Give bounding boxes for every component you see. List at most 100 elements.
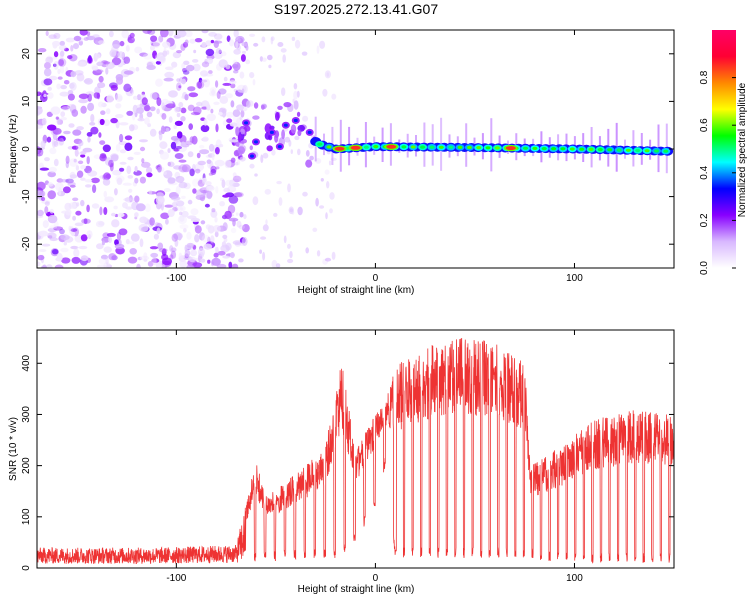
noise-blob [182, 68, 188, 73]
noise-blob [249, 72, 255, 79]
noise-blob [59, 228, 65, 235]
noise-blob [80, 150, 87, 155]
noise-blob [221, 179, 226, 189]
colorbar-tick-label: 0.0 [699, 261, 710, 275]
noise-blob [291, 36, 296, 42]
noise-blob [47, 235, 53, 239]
noise-blob [111, 212, 116, 217]
noise-blob [238, 258, 244, 263]
spectral-blob [293, 100, 299, 110]
noise-blob [37, 106, 43, 115]
noise-blob [165, 218, 169, 225]
noise-blob [141, 161, 151, 168]
noise-blob [200, 70, 209, 77]
noise-blob [178, 181, 188, 189]
noise-blob [154, 222, 160, 228]
noise-blob [98, 132, 102, 138]
noise-blob [117, 212, 125, 218]
noise-blob [211, 208, 216, 213]
noise-blob [165, 66, 174, 71]
noise-blob [192, 59, 199, 63]
noise-blob [95, 53, 101, 59]
noise-blob [146, 64, 156, 70]
noise-blob [284, 136, 291, 143]
noise-blob [139, 176, 146, 184]
noise-blob [149, 106, 156, 112]
noise-blob [203, 118, 208, 127]
noise-blob [47, 86, 52, 91]
noise-blob [103, 190, 108, 198]
noise-blob [119, 149, 127, 154]
noise-blob [135, 203, 146, 212]
noise-blob [196, 101, 203, 107]
noise-blob [99, 206, 103, 216]
noise-blob [65, 37, 75, 43]
noise-blob [41, 117, 47, 126]
noise-blob [48, 56, 58, 60]
noise-blob [119, 122, 129, 126]
noise-blob [241, 88, 245, 94]
noise-blob [87, 170, 98, 177]
noise-blob [204, 203, 210, 208]
peak-core [334, 146, 345, 151]
noise-blob [56, 253, 63, 262]
noise-blob [287, 243, 291, 249]
noise-blob [62, 186, 71, 194]
noise-blob [150, 35, 158, 42]
spectral-blob [277, 105, 283, 110]
spectral-blob [283, 102, 292, 108]
noise-blob [305, 150, 310, 157]
snr-axis-ticks: -100 0 100 0 100 200 300 400 [21, 330, 674, 584]
noise-blob [59, 91, 69, 97]
line-segment-core [476, 146, 482, 150]
noise-blob [70, 71, 77, 78]
noise-blob [252, 79, 256, 86]
peak-core [386, 144, 397, 149]
noise-blob [164, 71, 175, 78]
noise-blob [60, 85, 67, 90]
noise-blob [65, 178, 74, 184]
noise-blob [40, 140, 46, 149]
noise-blob [222, 82, 232, 86]
noise-blob [75, 165, 80, 171]
noise-blob [59, 65, 65, 74]
noise-blob [96, 264, 107, 268]
noise-blob [185, 64, 195, 72]
noise-blob [119, 133, 124, 143]
noise-blob [49, 225, 58, 230]
noise-blob [52, 140, 56, 149]
noise-blob [67, 55, 73, 60]
snr-series-line [37, 337, 674, 564]
noise-blob [271, 259, 278, 268]
noise-blob [237, 37, 244, 44]
noise-blob [319, 205, 325, 209]
noise-blob [277, 42, 284, 47]
noise-blob [37, 142, 41, 146]
noise-blob [67, 103, 77, 110]
noise-blob [173, 200, 179, 204]
noise-blob [78, 160, 84, 165]
noise-blob [236, 37, 241, 43]
noise-blob [182, 70, 190, 75]
noise-blob [259, 56, 263, 62]
x-tick-label: 0 [373, 273, 379, 284]
noise-blob [146, 111, 153, 118]
noise-blob [162, 257, 172, 266]
spectral-blob [244, 121, 249, 125]
noise-blob [150, 252, 159, 258]
noise-blob [218, 59, 228, 68]
noise-blob [196, 152, 201, 159]
noise-blob [42, 264, 47, 268]
noise-blob [129, 248, 137, 255]
noise-blob [142, 30, 152, 34]
noise-blob [115, 247, 125, 255]
noise-blob [133, 170, 142, 176]
noise-blob [103, 246, 112, 253]
noise-blob [187, 199, 193, 205]
noise-blob [106, 94, 114, 103]
noise-blob [167, 209, 175, 217]
noise-blob [71, 231, 76, 237]
noise-blob [223, 76, 228, 82]
noise-blob [232, 263, 239, 268]
